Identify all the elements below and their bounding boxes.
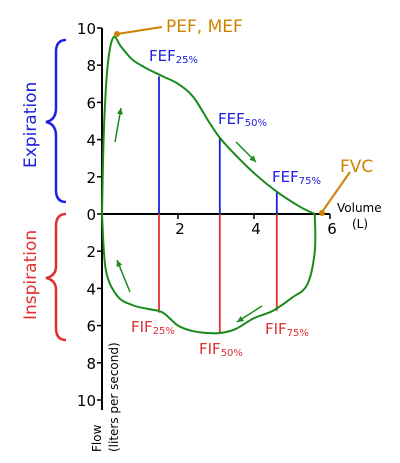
fvc-label: FVC — [340, 157, 373, 177]
fvc-point — [319, 210, 325, 216]
y-tick-label: 2 — [86, 169, 96, 187]
inspiration-label: Inspiration — [21, 230, 41, 320]
y-tick-label: 6 — [86, 94, 96, 112]
direction-arrow-head — [116, 260, 123, 267]
x-tick-label: 6 — [327, 220, 337, 238]
fef-label: FEF25% — [149, 47, 198, 66]
y-tick-label: 8 — [86, 57, 96, 75]
y-tick-label: 8 — [86, 355, 96, 373]
y-tick-label: 10 — [77, 20, 96, 38]
inspiration-brace — [45, 212, 67, 342]
y-tick-label: 10 — [77, 392, 96, 410]
expiration-brace — [45, 38, 67, 204]
y-axis-ticks: 10 8 6 4 2 0 2 4 6 8 10 — [77, 20, 102, 410]
pef-mef-label: PEF, MEF — [166, 17, 243, 37]
x-axis-label-unit: (L) — [352, 217, 368, 231]
y-tick-label: 4 — [86, 280, 96, 298]
fif-label: FIF50% — [199, 340, 243, 359]
fif-label: FIF25% — [131, 318, 175, 337]
fef-label: FEF50% — [218, 110, 267, 129]
fif-label: FIF75% — [265, 320, 309, 339]
x-tick-label: 4 — [251, 220, 261, 238]
direction-arrows — [114, 107, 263, 323]
direction-arrow-head — [116, 108, 123, 115]
direction-arrow-head — [237, 316, 244, 322]
y-axis-label-unit: (liters per second) — [107, 342, 121, 452]
y-tick-label: 6 — [86, 318, 96, 336]
fef-label: FEF75% — [272, 168, 321, 187]
y-tick-label: 0 — [86, 206, 96, 224]
reference-labels: FEF25% FEF50% FEF75% FIF25% FIF50% FIF75% — [131, 47, 321, 359]
fvc-leader-line — [321, 171, 351, 213]
y-tick-label: 2 — [86, 243, 96, 261]
pef-mef-point — [114, 31, 120, 37]
direction-arrow-head — [249, 155, 256, 162]
y-tick-label: 4 — [86, 132, 96, 150]
inspiration-curve — [101, 213, 317, 335]
x-axis-ticks: 2 4 6 — [175, 214, 337, 238]
expiration-curve — [101, 35, 316, 215]
x-axis-label-volume: Volume — [337, 201, 382, 215]
y-axis-label-flow: Flow — [90, 424, 104, 452]
expiration-label: Expiration — [21, 82, 41, 168]
pef-mef-leader-line — [116, 26, 163, 35]
reference-lines — [158, 76, 278, 334]
x-tick-label: 2 — [175, 220, 185, 238]
